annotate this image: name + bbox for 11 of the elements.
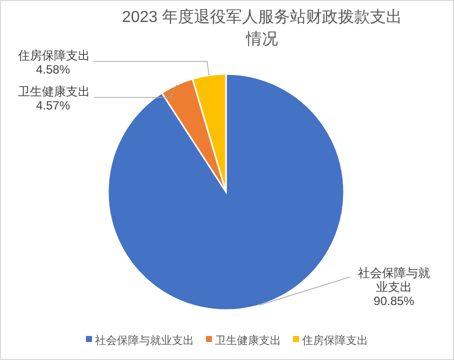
legend-label: 住房保障支出: [302, 334, 368, 347]
slice-label: 卫生健康支出: [18, 84, 90, 98]
slice-label: 社会保障与就业支出: [358, 266, 430, 294]
slice-label: 住房保障支出: [17, 48, 90, 62]
legend-label: 卫生健康支出: [215, 334, 281, 347]
chart-title: 2023 年度退役军人服务站财政拨款支出情况: [122, 8, 402, 48]
data-label: 4.57%: [36, 98, 70, 112]
pie-slice: [107, 73, 345, 311]
data-label: 4.58%: [36, 62, 70, 76]
data-label: 90.85%: [374, 294, 415, 308]
legend-label: 社会保障与就业支出: [95, 334, 194, 347]
